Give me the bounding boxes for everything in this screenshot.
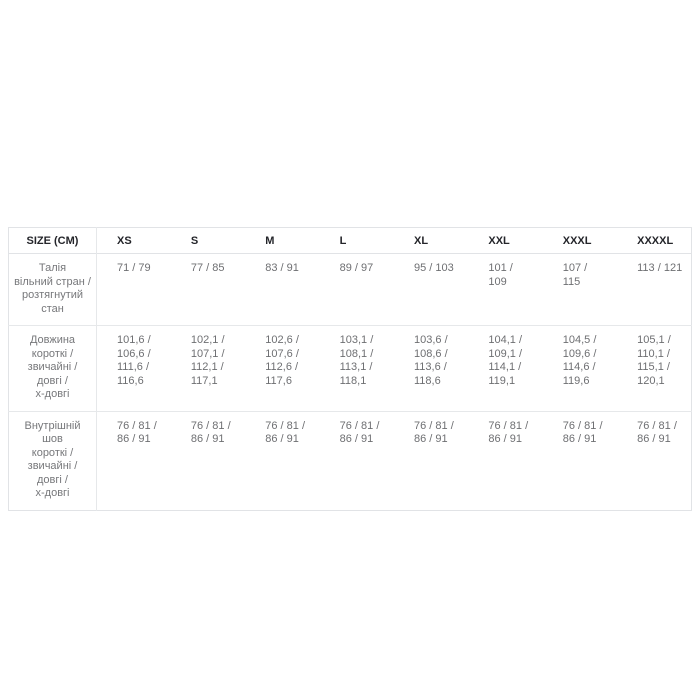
cell-length-m: 102,6 / 107,6 / 112,6 / 117,6 [265,334,299,387]
column-header-xxxl: XXXL [562,234,592,247]
row-length: Довжина короткі / звичайні / довгі / х-д… [8,325,692,411]
cell-waist-s: 77 / 85 [190,262,225,274]
row-label-length: Довжина короткі / звичайні / довгі / х-д… [8,325,97,411]
cell-inseam-l: 76 / 81 / 86 / 91 [339,419,380,446]
cell-length-xxxxl: 105,1 / 110,1 / 115,1 / 120,1 [637,334,671,387]
cell-inseam-xxl: 76 / 81 / 86 / 91 [488,419,529,446]
cell-waist-l: 89 / 97 [339,262,374,274]
cell-waist-xxxl: 107 / 115 [562,262,588,288]
cell-waist-xxxxl: 113 / 121 [637,262,683,274]
column-header-s: S [190,234,199,247]
column-header-l: L [339,234,347,247]
cell-length-xl: 103,6 / 108,6 / 113,6 / 118,6 [414,334,448,387]
cell-inseam-xxxxl: 76 / 81 / 86 / 91 [637,419,677,446]
cell-inseam-xs: 76 / 81 / 86 / 91 [117,419,157,446]
cell-waist-xs: 71 / 79 [117,262,151,274]
size-chart-container: SIZE (CM) XS S M L XL XXL XXXL XXXXL Тал… [8,227,692,511]
column-header-xl: XL [414,234,429,247]
size-chart-table: SIZE (CM) XS S M L XL XXL XXXL XXXXL Тал… [8,227,692,511]
cell-inseam-m: 76 / 81 / 86 / 91 [265,419,306,446]
column-header-xs: XS [117,234,132,247]
cell-length-s: 102,1 / 107,1 / 112,1 / 117,1 [190,334,225,387]
cell-inseam-s: 76 / 81 / 86 / 91 [190,419,231,446]
row-inseam: Внутрішній шов короткі / звичайні / довг… [8,411,692,510]
row-label-inseam: Внутрішній шов короткі / звичайні / довг… [8,411,97,510]
cell-inseam-xl: 76 / 81 / 86 / 91 [414,419,454,446]
column-header-xxl: XXL [488,234,510,247]
cell-waist-xxl: 101 / 109 [488,262,513,288]
header-row: SIZE (CM) XS S M L XL XXL XXXL XXXXL [8,227,692,254]
cell-length-l: 103,1 / 108,1 / 113,1 / 118,1 [339,334,374,387]
row-waist: Талія вільний стран / розтягнутий стан 7… [8,253,692,326]
cell-length-xxxl: 104,5 / 109,6 / 114,6 / 119,6 [562,334,597,387]
cell-waist-xl: 95 / 103 [414,262,454,274]
column-header-xxxxl: XXXXL [637,234,674,247]
cell-length-xxl: 104,1 / 109,1 / 114,1 / 119,1 [488,334,523,387]
row-label-waist: Талія вільний стран / розтягнутий стан [8,253,97,326]
column-header-size-cm: SIZE (CM) [8,227,97,254]
cell-length-xs: 101,6 / 106,6 / 111,6 / 116,6 [117,334,151,387]
column-header-m: M [265,234,275,247]
cell-inseam-xxxl: 76 / 81 / 86 / 91 [562,419,603,446]
cell-waist-m: 83 / 91 [265,262,299,274]
